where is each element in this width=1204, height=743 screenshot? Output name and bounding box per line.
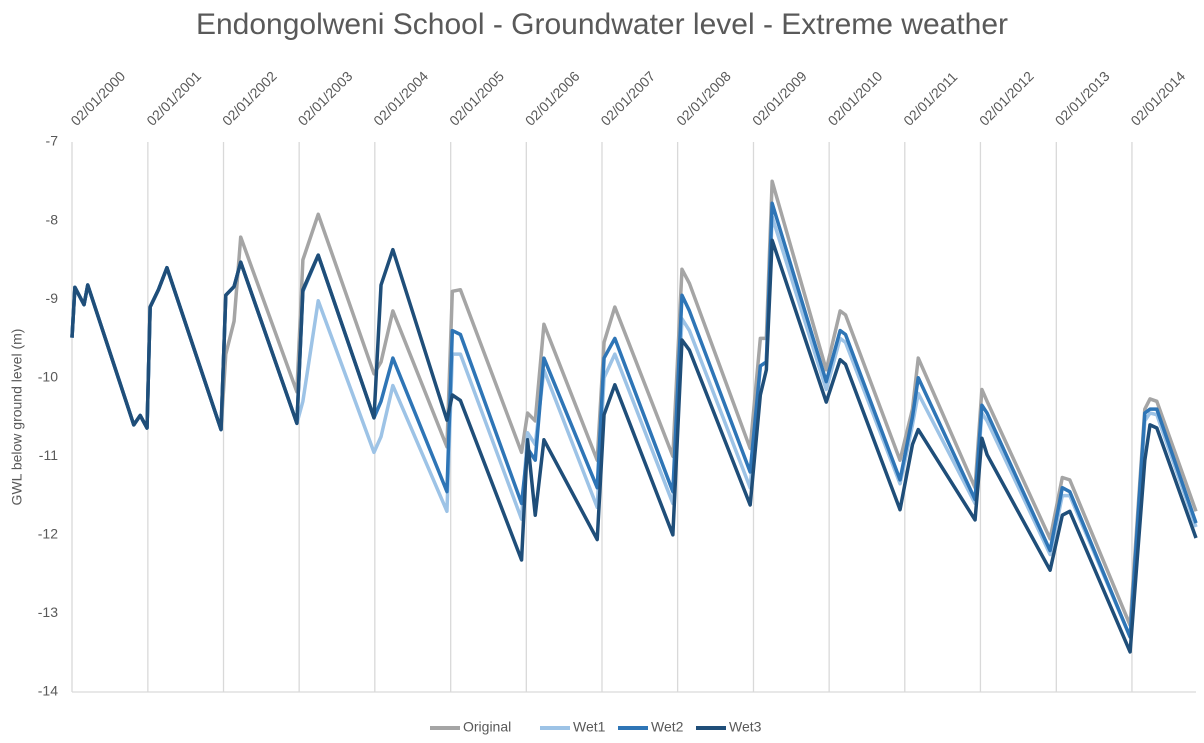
x-tick-label: 02/01/2005 (446, 68, 507, 129)
y-tick-label: -14 (38, 683, 58, 699)
x-tick-label: 02/01/2002 (219, 68, 280, 129)
x-tick-label: 02/01/2001 (143, 68, 204, 129)
chart-title: Endongolweni School - Groundwater level … (196, 8, 1008, 41)
y-tick-label: -10 (38, 368, 58, 384)
y-tick-label: -13 (38, 604, 58, 620)
legend-label: Wet1 (573, 719, 606, 735)
y-tick-label: -9 (46, 290, 59, 306)
x-tick-label: 02/01/2010 (825, 68, 886, 129)
x-tick-label: 02/01/2004 (370, 68, 431, 129)
y-tick-label: -11 (39, 447, 58, 463)
x-tick-label: 02/01/2014 (1127, 68, 1188, 129)
legend-label: Wet3 (729, 719, 762, 735)
series-line (70, 238, 1198, 654)
legend-label: Original (463, 719, 511, 735)
y-tick-label: -7 (46, 133, 59, 149)
legend-label: Wet2 (651, 719, 684, 735)
x-tick-label: 02/01/2009 (749, 68, 810, 129)
x-tick-label: 02/01/2003 (295, 68, 356, 129)
x-tick-label: 02/01/2013 (1052, 68, 1113, 129)
y-axis-label: GWL below ground level (m) (9, 329, 25, 506)
x-tick-label: 02/01/2011 (900, 68, 960, 128)
x-tick-label: 02/01/2006 (522, 68, 583, 129)
x-tick-label: 02/01/2000 (67, 68, 128, 129)
y-tick-label: -12 (38, 526, 58, 542)
x-tick-label: 02/01/2012 (976, 68, 1037, 129)
series-line (70, 214, 1198, 639)
y-tick-label: -8 (46, 211, 59, 227)
x-tick-label: 02/01/2008 (673, 68, 734, 129)
x-tick-label: 02/01/2007 (597, 68, 658, 129)
